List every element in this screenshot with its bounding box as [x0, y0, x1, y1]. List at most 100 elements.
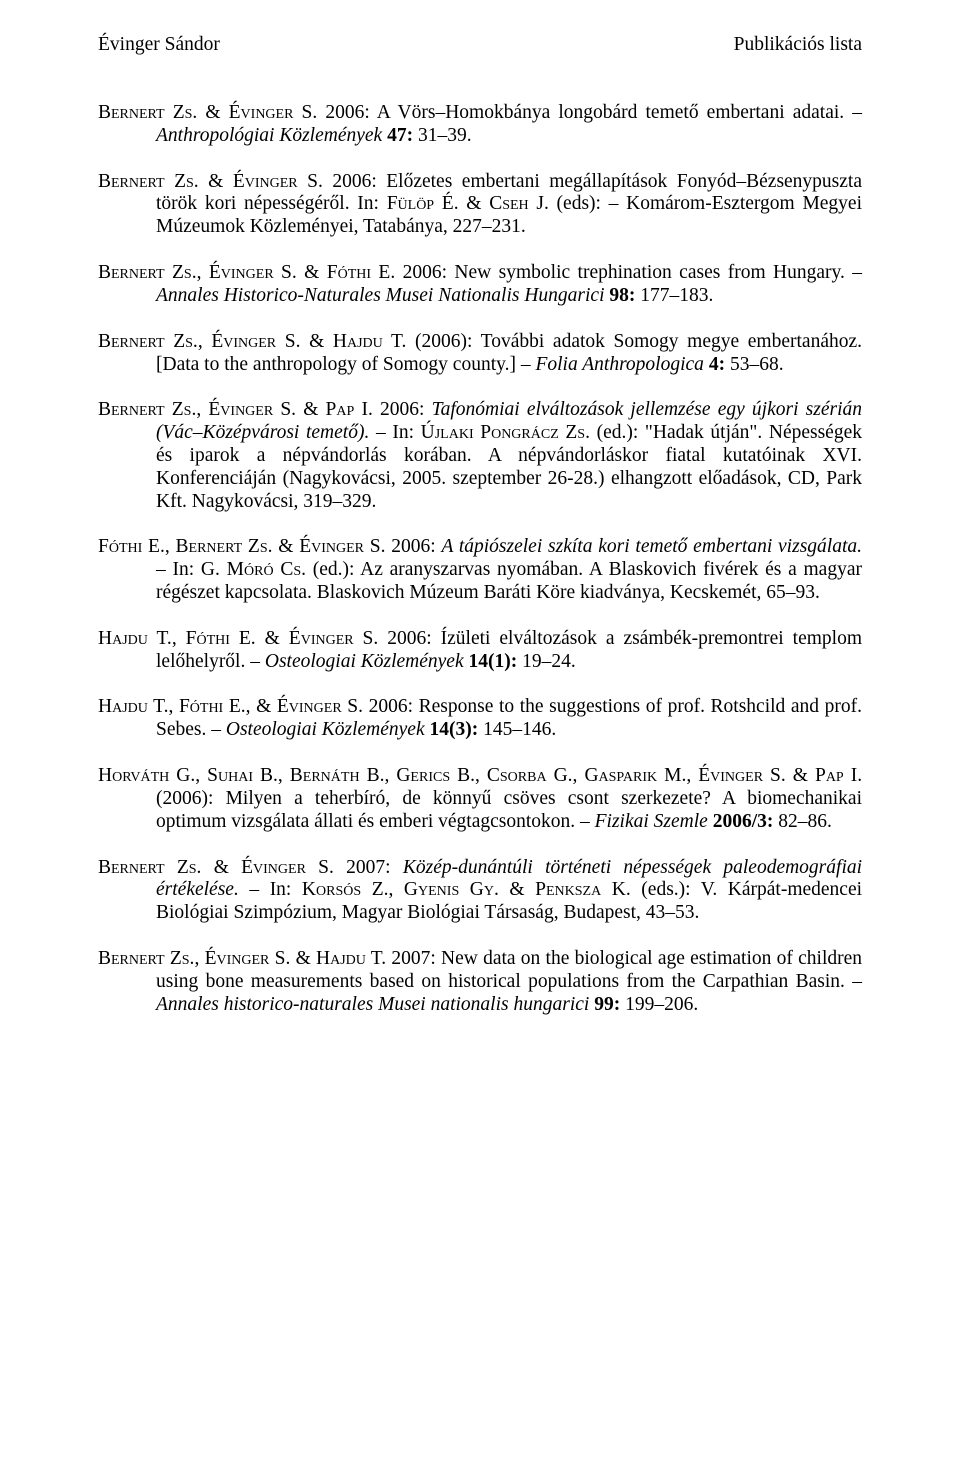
text-segment: &: [459, 193, 490, 214]
text-segment: ,: [168, 696, 178, 717]
text-segment: Osteologiai Közlemények: [265, 651, 464, 672]
text-segment: ,: [573, 765, 585, 786]
text-segment: 99:: [594, 994, 620, 1015]
text-segment: ,: [686, 765, 698, 786]
text-segment: &: [272, 536, 299, 557]
text-segment: Évinger S.: [233, 171, 323, 192]
text-segment: 199–206.: [620, 994, 698, 1015]
text-segment: Pap I.: [326, 399, 373, 420]
text-segment: &: [297, 262, 327, 283]
bibliography-entry: Hajdu T., Fóthi E., & Évinger S. 2006: R…: [98, 696, 862, 742]
text-segment: Bernert Zs.: [98, 102, 197, 123]
text-segment: Móró Cs.: [227, 559, 306, 580]
text-segment: Fóthi E.: [186, 628, 256, 649]
text-segment: Penksza K.: [535, 879, 631, 900]
text-segment: &: [786, 765, 815, 786]
text-segment: 145–146.: [478, 719, 556, 740]
text-segment: , &: [246, 696, 277, 717]
text-segment: Fóthi E.: [327, 262, 395, 283]
text-segment: 14(3):: [430, 719, 479, 740]
text-segment: Anthropológiai Közlemények: [156, 125, 382, 146]
bibliography-entry: Bernert Zs., Évinger S. & Hajdu T. 2007:…: [98, 948, 862, 1016]
text-segment: ,: [384, 765, 396, 786]
text-segment: 14(1):: [468, 651, 517, 672]
text-segment: 2006:: [373, 399, 432, 420]
text-segment: Évinger S.: [698, 765, 786, 786]
text-segment: Bernert Zs.: [98, 171, 199, 192]
text-segment: Fóthi E.: [98, 536, 165, 557]
text-segment: ,: [165, 536, 176, 557]
text-segment: Bernert Zs.: [98, 948, 194, 969]
text-segment: 82–86.: [773, 811, 832, 832]
text-segment: ,: [197, 262, 209, 283]
bibliography-entry: Fóthi E., Bernert Zs. & Évinger S. 2006:…: [98, 536, 862, 604]
text-segment: ,: [388, 879, 403, 900]
text-segment: 177–183.: [635, 285, 713, 306]
bibliography-entry: Bernert Zs., Évinger S. & Fóthi E. 2006:…: [98, 262, 862, 308]
text-segment: 2006/3:: [713, 811, 774, 832]
text-segment: Cseh J.: [489, 193, 549, 214]
text-segment: ,: [196, 399, 208, 420]
text-segment: ,: [172, 628, 186, 649]
text-segment: 19–24.: [517, 651, 576, 672]
text-segment: Gerics B.: [396, 765, 475, 786]
text-segment: ,: [195, 765, 207, 786]
text-segment: &: [499, 879, 535, 900]
text-segment: Hajdu T.: [98, 696, 168, 717]
text-segment: Horváth G.: [98, 765, 195, 786]
text-segment: Évinger S.: [209, 262, 297, 283]
text-segment: &: [300, 331, 332, 352]
text-segment: – In:: [239, 879, 302, 900]
text-segment: &: [201, 857, 241, 878]
bibliography-entry: Hajdu T., Fóthi E. & Évinger S. 2006: Íz…: [98, 628, 862, 674]
text-segment: 2006: A Vörs–Homokbánya longobárd temető…: [317, 102, 862, 123]
bibliography-entry: Bernert Zs. & Évinger S. 2006: Előzetes …: [98, 171, 862, 239]
text-segment: ,: [278, 765, 290, 786]
text-segment: Annales historico-naturales Musei nation…: [156, 994, 589, 1015]
page-header: Évinger Sándor Publikációs lista: [98, 34, 862, 56]
text-segment: – In:: [369, 422, 420, 443]
text-segment: ,: [194, 948, 204, 969]
text-segment: 98:: [609, 285, 635, 306]
text-segment: 2006: New symbolic trephination cases fr…: [395, 262, 862, 283]
text-segment: ,: [198, 331, 212, 352]
text-segment: Bernáth B.: [290, 765, 385, 786]
text-segment: Gyenis Gy.: [404, 879, 499, 900]
text-segment: Gasparik M.: [584, 765, 686, 786]
text-segment: 2006:: [386, 536, 442, 557]
text-segment: Hajdu T.: [333, 331, 406, 352]
text-segment: Folia Anthropologica: [535, 354, 703, 375]
text-segment: &: [290, 948, 316, 969]
bibliography-entry: Bernert Zs., Évinger S. & Hajdu T. (2006…: [98, 331, 862, 377]
text-segment: Évinger S.: [299, 536, 385, 557]
text-segment: Annales Historico-Naturales Musei Nation…: [156, 285, 605, 306]
text-segment: Csorba G.: [487, 765, 573, 786]
text-segment: 53–68.: [725, 354, 784, 375]
text-segment: 31–39.: [413, 125, 472, 146]
bibliography-list: Bernert Zs. & Évinger S. 2006: A Vörs–Ho…: [98, 102, 862, 1016]
text-segment: Korsós Z.: [302, 879, 389, 900]
bibliography-entry: Bernert Zs. & Évinger S. 2006: A Vörs–Ho…: [98, 102, 862, 148]
text-segment: 4:: [709, 354, 725, 375]
text-segment: Osteologiai Közlemények: [226, 719, 425, 740]
header-title: Publikációs lista: [734, 34, 862, 56]
text-segment: Évinger S.: [211, 331, 300, 352]
text-segment: &: [197, 102, 228, 123]
text-segment: Fizikai Szemle: [595, 811, 708, 832]
text-segment: &: [256, 628, 289, 649]
text-segment: Évinger S.: [205, 948, 291, 969]
bibliography-entry: Bernert Zs. & Évinger S. 2007: Közép-dun…: [98, 857, 862, 925]
text-segment: Hajdu T.: [98, 628, 172, 649]
text-segment: Bernert Zs.: [98, 399, 196, 420]
text-segment: Suhai B.: [207, 765, 278, 786]
text-segment: Újlaki Pongrácz Zs.: [421, 422, 590, 443]
header-author: Évinger Sándor: [98, 34, 220, 56]
text-segment: – In: G.: [156, 559, 227, 580]
text-segment: Bernert Zs.: [176, 536, 273, 557]
text-segment: Évinger S.: [277, 696, 363, 717]
text-segment: 47:: [387, 125, 413, 146]
text-segment: Évinger S.: [229, 102, 318, 123]
text-segment: Hajdu T.: [316, 948, 386, 969]
text-segment: Évinger S.: [208, 399, 296, 420]
text-segment: Pap I.: [815, 765, 862, 786]
